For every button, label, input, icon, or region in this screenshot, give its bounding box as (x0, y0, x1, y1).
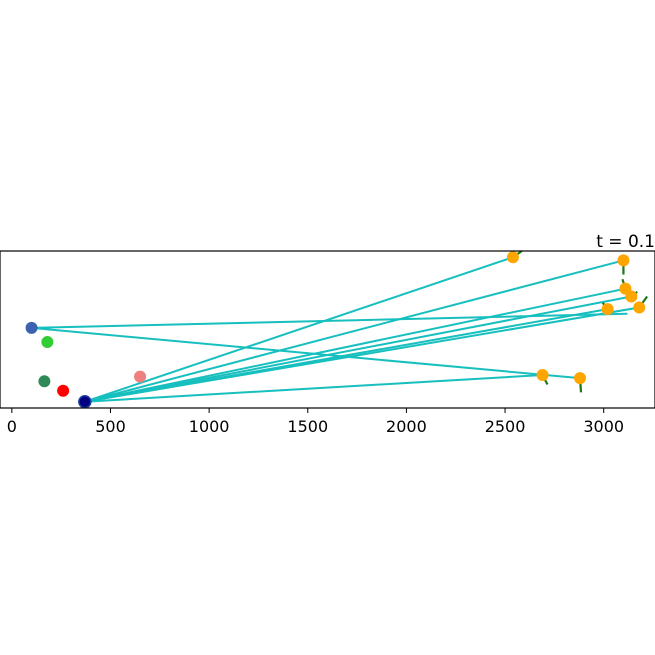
connection-line-1 (84, 256, 514, 403)
connection-line-4 (84, 295, 632, 403)
chart-title: t = 0.1 (596, 232, 655, 252)
connection-line-2 (84, 259, 624, 403)
target-point-4 (625, 290, 638, 303)
target-point-2 (617, 254, 630, 267)
x-tick-label: 1000 (189, 417, 230, 436)
target-point-7 (536, 369, 549, 382)
x-tick-label: 3000 (583, 417, 624, 436)
connection-line-8 (31, 326, 581, 380)
axes-frame (0, 250, 655, 409)
scatter-point-5 (134, 370, 147, 383)
connection-line-3 (84, 287, 626, 403)
target-point-1 (506, 251, 519, 264)
hub-point (78, 394, 92, 409)
connection-line-7 (84, 374, 543, 403)
target-point-5 (633, 301, 646, 314)
target-point-8 (574, 372, 587, 385)
plot-area (25, 250, 649, 409)
scatter-points (25, 251, 646, 409)
scatter-point-1 (25, 321, 38, 334)
x-tick-label: 500 (95, 417, 126, 436)
scatter-point-3 (38, 375, 51, 388)
connection-line-9 (31, 312, 628, 329)
connection-line-6 (84, 308, 608, 403)
scatter-point-2 (41, 336, 54, 349)
x-tick-label: 0 (7, 417, 17, 436)
x-axis: 0 500 1000 1500 2000 2500 3000 (7, 408, 624, 436)
x-tick-label: 2000 (386, 417, 427, 436)
connection-lines (31, 256, 640, 403)
scatter-point-4 (57, 384, 70, 397)
target-point-6 (601, 303, 614, 316)
x-tick-label: 1500 (287, 417, 328, 436)
x-tick-label: 2500 (485, 417, 526, 436)
